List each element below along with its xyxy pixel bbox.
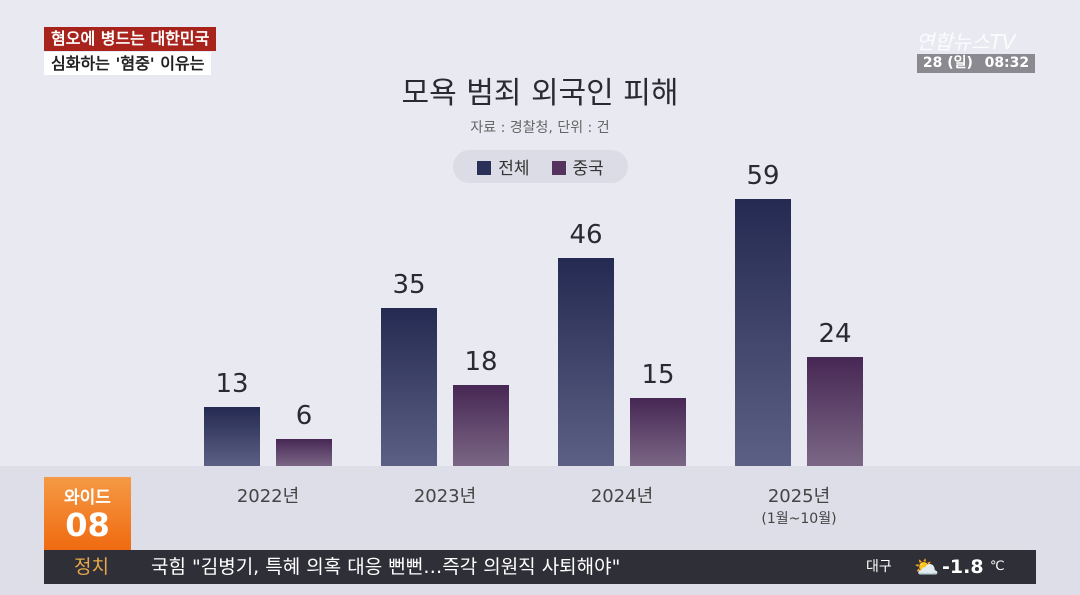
weather-city: 대구 — [866, 559, 892, 575]
chart-title: 모욕 범죄 외국인 피해 — [401, 76, 679, 111]
news-ticker: 정치 국힘 "김병기, 특혜 의혹 대응 뻔뻔…즉각 의원직 사퇴해야" 대구 … — [44, 550, 1036, 584]
total-bar — [204, 407, 260, 466]
total-bar — [558, 257, 614, 466]
program-label: 와이드 — [64, 488, 111, 508]
legend-china: 중국 — [551, 154, 604, 179]
date: 28 (일) — [922, 55, 973, 71]
china-bar — [630, 398, 686, 466]
legend: 전체 중국 — [453, 150, 628, 183]
weather-temp: -1.8 — [942, 556, 984, 578]
weather-cloud-sun-icon: ⛅ — [914, 555, 939, 579]
value-label: 18 — [464, 346, 498, 377]
program-badge: 와이드 08 — [44, 477, 131, 550]
category-label: 2024년 — [590, 486, 654, 507]
value-label: 24 — [818, 319, 852, 350]
value-label: 6 — [295, 400, 313, 431]
china-bar — [453, 384, 509, 466]
subheadline-tag: 심화하는 '혐중' 이유는 — [44, 52, 212, 75]
legend-total: 전체 — [477, 154, 530, 179]
value-label: 13 — [215, 369, 249, 400]
value-label: 46 — [569, 219, 603, 250]
value-label: 35 — [392, 269, 426, 300]
total-bar — [381, 307, 437, 466]
category-label: 2025년 (1월~10월) — [761, 486, 837, 527]
program-number: 08 — [65, 506, 110, 544]
category-label: 2022년 — [236, 486, 300, 507]
channel-logo: 연합뉴스TV — [916, 30, 1016, 54]
ticker-category: 정치 — [74, 556, 109, 578]
chart-source: 자료 : 경찰청, 단위 : 건 — [470, 120, 610, 136]
china-bar — [276, 438, 332, 466]
china-bar — [807, 357, 863, 466]
headline-tag: 혐오에 병드는 대한민국 — [44, 27, 217, 51]
ticker-text: 국힘 "김병기, 특혜 의혹 대응 뻔뻔…즉각 의원직 사퇴해야" — [151, 556, 621, 578]
total-bar — [735, 199, 791, 466]
category-label: 2023년 — [413, 486, 477, 507]
clock: 28 (일) 08:32 — [917, 54, 1035, 73]
weather-unit: ℃ — [990, 559, 1005, 574]
value-label: 59 — [746, 161, 780, 191]
time: 08:32 — [984, 55, 1030, 71]
value-label: 15 — [641, 360, 675, 391]
